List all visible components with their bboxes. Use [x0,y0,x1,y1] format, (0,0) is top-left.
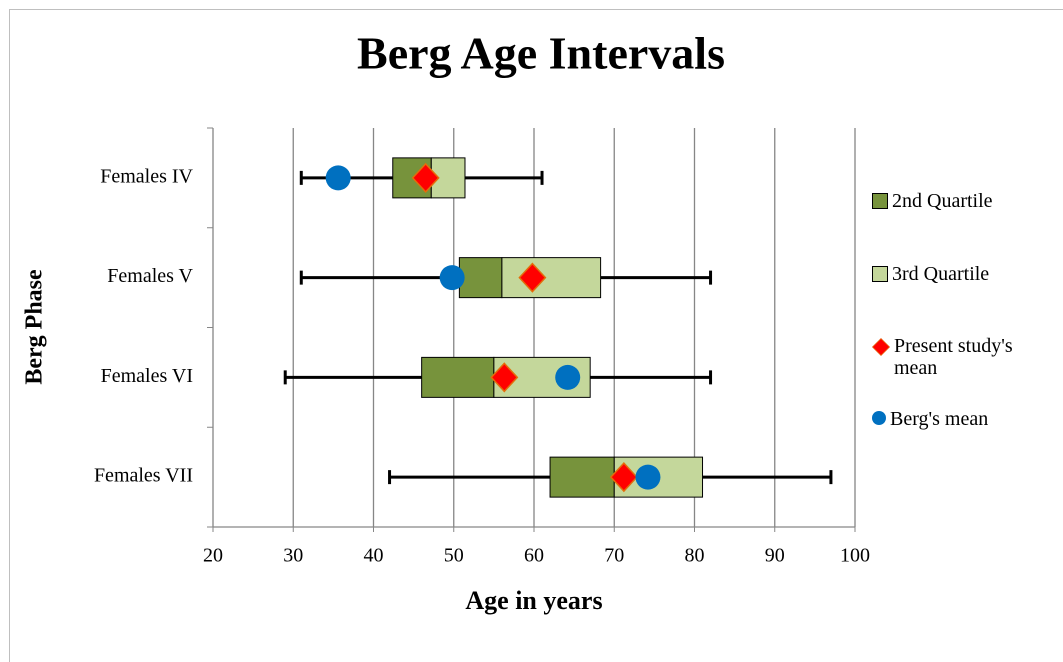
legend-swatch [872,193,888,209]
legend-swatch [872,266,888,282]
mean-circle [325,165,351,191]
mean-circle [635,464,661,490]
box-2nd-quartile [421,356,495,398]
y-tick-label: Females IV [100,165,193,187]
chart-frame [9,9,1063,662]
legend-item: 2nd Quartile [872,190,1052,212]
legend-swatch [872,338,890,356]
mean-diamond [609,462,638,493]
legend-swatch [872,411,886,425]
y-axis-title: Berg Phase [22,269,48,385]
legend-item: Present study's mean [872,335,1052,379]
box-2nd-quartile [458,257,503,299]
legend-item: Berg's mean [872,408,1052,430]
x-tick-label: 100 [840,545,870,567]
mean-diamond [411,162,440,193]
x-tick-label: 80 [685,545,705,567]
legend-label: 3rd Quartile [892,263,990,285]
chart-title: Berg Age Intervals [357,28,725,79]
y-tick-label: Females V [107,265,193,287]
x-tick-label: 60 [524,545,544,567]
x-tick-label: 90 [765,545,785,567]
x-tick-label: 20 [203,545,223,567]
x-tick-label: 30 [283,545,303,567]
legend-item: 3rd Quartile [872,263,1052,285]
legend-label: 2nd Quartile [892,190,993,212]
mean-diamond [518,262,547,293]
x-tick-label: 50 [444,545,464,567]
mean-circle [555,364,581,390]
x-tick-label: 40 [364,545,384,567]
y-tick-label: Females VI [101,365,193,387]
box-3rd-quartile [501,257,602,299]
legend-label: Berg's mean [890,408,989,430]
legend-label: Present study's mean [894,335,1013,379]
mean-circle [439,265,465,291]
x-tick-label: 70 [604,545,624,567]
x-axis-title: Age in years [465,586,602,615]
box-2nd-quartile [549,456,615,498]
mean-diamond [490,362,519,393]
y-tick-label: Females VII [94,465,193,487]
